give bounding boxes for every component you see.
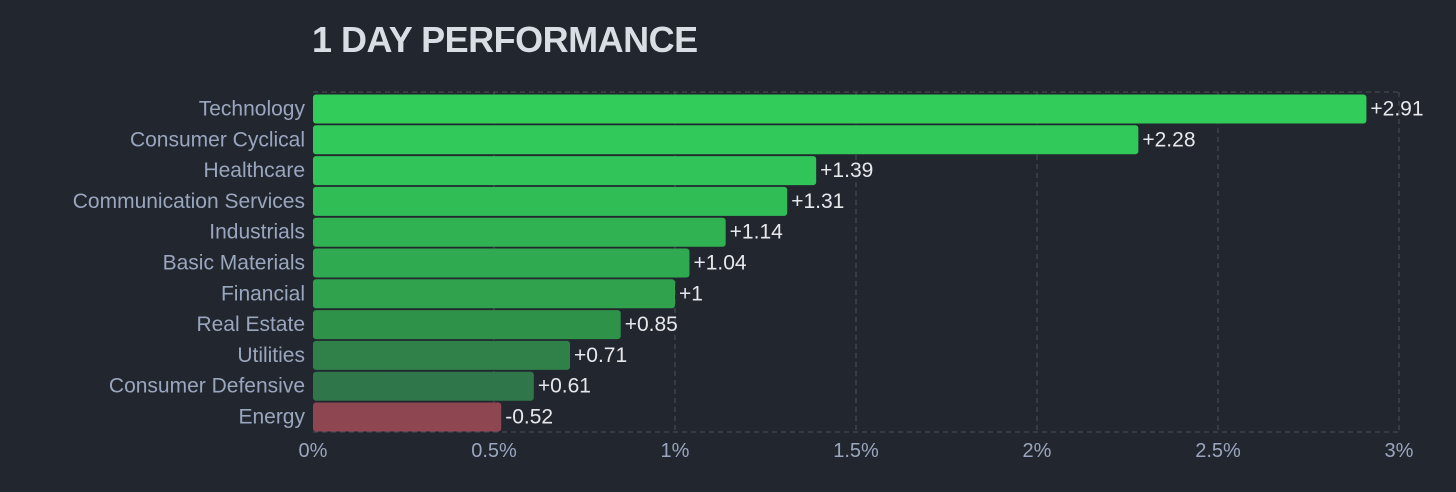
category-label: Industrials: [209, 221, 305, 244]
value-label: -0.52: [505, 406, 553, 429]
value-label: +1.39: [820, 159, 873, 182]
category-label: Communication Services: [73, 190, 305, 213]
bar: [313, 248, 690, 278]
chart-title: 1 DAY PERFORMANCE: [312, 19, 698, 60]
value-label: +0.71: [574, 344, 627, 367]
bar: [313, 310, 621, 340]
x-tick-label: 1%: [661, 440, 690, 462]
value-label: +1.31: [791, 190, 844, 213]
x-tick-label: 3%: [1385, 440, 1414, 462]
category-label: Technology: [199, 98, 306, 121]
bar: [313, 125, 1139, 155]
value-label: +2.91: [1370, 98, 1423, 121]
x-tick-label: 2.5%: [1195, 440, 1241, 462]
bar: [313, 217, 726, 247]
x-tick-label: 1.5%: [833, 440, 879, 462]
bar: [313, 94, 1367, 124]
bars: [313, 94, 1367, 432]
value-label: +1: [679, 282, 703, 305]
value-label: +0.61: [538, 375, 591, 398]
category-label: Utilities: [237, 344, 305, 367]
x-tick-label: 2%: [1023, 440, 1052, 462]
bar: [313, 340, 571, 370]
bar: [313, 156, 817, 186]
value-label: +1.14: [730, 221, 783, 244]
category-label: Consumer Cyclical: [130, 128, 305, 151]
bar: [313, 371, 534, 401]
category-label: Basic Materials: [163, 252, 305, 275]
category-labels: Technology Consumer Cyclical Healthcare Com…: [73, 98, 306, 429]
bar: [313, 279, 675, 309]
value-label: +2.28: [1142, 128, 1195, 151]
category-label: Energy: [238, 406, 305, 429]
category-label: Healthcare: [203, 159, 305, 182]
value-label: +0.85: [625, 313, 678, 336]
value-label: +1.04: [693, 252, 746, 275]
bar: [313, 402, 502, 432]
category-label: Consumer Defensive: [109, 375, 305, 398]
value-labels: +2.91 +2.28 +1.39 +1.31 +1.14 +1.04 +1+0.85 +0.…: [505, 98, 1423, 429]
x-tick-label: 0.5%: [471, 440, 517, 462]
category-label: Real Estate: [196, 313, 305, 336]
bar: [313, 186, 788, 216]
x-tick-label: 0%: [299, 440, 328, 462]
x-axis-ticks: 0% 0.5% 1% 1.5% 2% 2.5% 3%: [299, 440, 1414, 462]
category-label: Financial: [221, 282, 305, 305]
